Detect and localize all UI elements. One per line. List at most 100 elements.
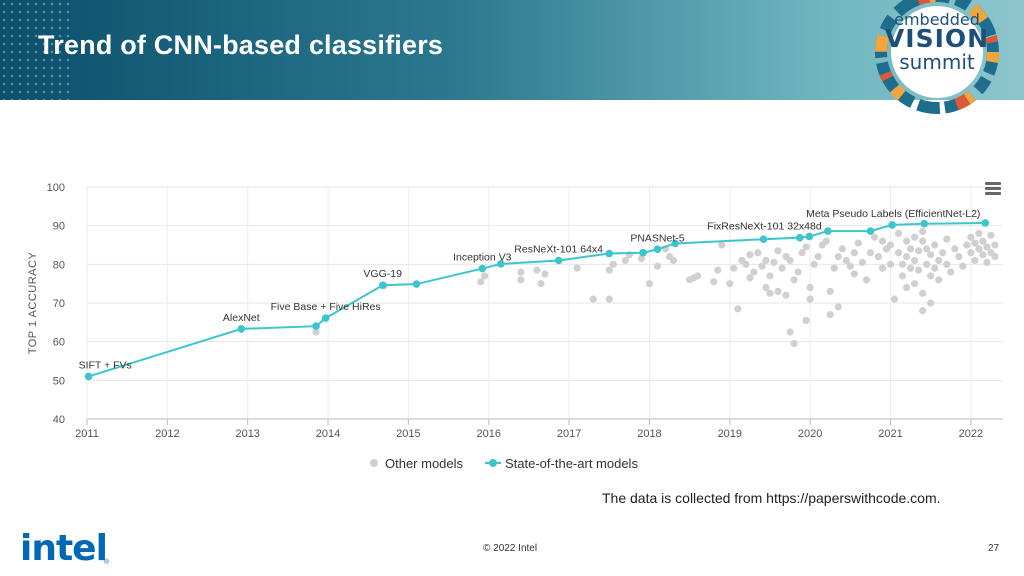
other-model-point [669, 256, 678, 265]
other-model-point [935, 276, 943, 284]
x-tick-label: 2015 [396, 428, 420, 440]
y-tick-label: 80 [53, 259, 65, 271]
other-model-point [645, 280, 654, 288]
other-model-point [886, 241, 895, 249]
chart-legend[interactable]: Other models State-of-the-art models [370, 456, 638, 471]
other-model-point [923, 245, 931, 253]
other-model-point [798, 249, 806, 257]
other-model-point [746, 251, 754, 259]
other-model-point [621, 256, 629, 265]
other-model-point [766, 272, 774, 280]
x-tick-label: 2018 [637, 428, 661, 440]
other-model-point [774, 247, 782, 255]
other-model-point [915, 266, 923, 274]
other-model-point [846, 262, 854, 270]
other-model-point [890, 295, 899, 303]
x-tick-label: 2022 [959, 428, 983, 440]
sota-point [888, 221, 896, 229]
other-model-point [517, 268, 525, 276]
header-banner: Trend of CNN-based classifiers [0, 0, 1024, 100]
other-model-point [902, 237, 911, 245]
y-tick-label: 90 [53, 221, 65, 233]
sota-point [653, 245, 662, 254]
other-model-point [718, 241, 726, 249]
logo-word-3: summit [899, 50, 975, 74]
other-model-point [931, 264, 939, 272]
legend-label-sota[interactable]: State-of-the-art models [505, 456, 638, 471]
other-model-point [915, 247, 923, 255]
other-model-point [790, 276, 798, 284]
y-tick-label: 50 [53, 375, 65, 387]
other-model-point [911, 280, 919, 288]
logo-ring-accent [875, 0, 999, 114]
legend-label-other[interactable]: Other models [385, 456, 464, 471]
sota-point [866, 227, 875, 235]
other-model-point [312, 328, 320, 336]
other-model-point [517, 276, 525, 284]
other-model-point [802, 243, 810, 251]
x-tick-label: 2016 [477, 428, 501, 440]
other-model-point [854, 239, 862, 247]
legend-marker-other[interactable] [370, 459, 378, 467]
other-model-point [842, 256, 850, 265]
other-model-point [866, 249, 875, 257]
sota-point [920, 219, 929, 228]
other-model-point [967, 249, 975, 257]
other-model-point [694, 272, 702, 280]
other-model-point [979, 251, 987, 259]
other-model-point [979, 237, 987, 245]
other-model-point [537, 280, 545, 288]
embedded-vision-summit-logo: embedded VISION summit [862, 0, 1012, 122]
other-model-point [935, 256, 943, 265]
annotation-label: AlexNet [223, 312, 260, 324]
intel-trademark-icon: ® [104, 559, 110, 566]
sota-point [312, 322, 320, 331]
other-model-point [758, 262, 766, 270]
chart-annotations: SIFT + FVs AlexNet Five Base + Five HiRes V… [79, 208, 981, 372]
other-model-point [955, 253, 963, 261]
sota-point [759, 235, 768, 243]
other-model-point [987, 231, 995, 239]
chart-menu-icon[interactable] [985, 182, 1001, 196]
other-model-point [750, 268, 758, 276]
y-tick-label: 40 [53, 414, 65, 426]
other-model-point [826, 311, 834, 319]
legend-marker-sota[interactable] [489, 459, 497, 467]
other-model-point [991, 241, 999, 249]
other-model-point [541, 270, 549, 278]
other-model-point [481, 272, 489, 280]
other-model-point [609, 260, 617, 268]
sota-point [554, 256, 563, 265]
sota-point [605, 249, 614, 258]
other-model-point [826, 287, 834, 295]
y-tick-label: 70 [53, 298, 65, 310]
sota-series [84, 219, 990, 381]
other-model-point [605, 295, 613, 303]
other-model-point [902, 253, 911, 261]
x-tick-label: 2012 [155, 428, 179, 440]
other-model-point [947, 268, 955, 276]
other-model-point [983, 258, 991, 266]
sota-point [824, 227, 832, 235]
other-model-point [878, 237, 887, 245]
other-model-point [923, 260, 931, 268]
sota-point [805, 232, 814, 241]
chart-grid [86, 186, 1003, 420]
other-model-point [927, 251, 935, 259]
other-model-point [746, 274, 754, 282]
other-model-point [850, 270, 858, 278]
other-model-point [573, 264, 581, 272]
source-note: The data is collected from https://paper… [602, 490, 941, 506]
other-model-point [770, 258, 778, 266]
dot-pattern [0, 0, 70, 100]
other-model-point [834, 303, 842, 311]
other-model-point [919, 289, 927, 297]
x-tick-label: 2013 [235, 428, 259, 440]
other-model-point [786, 256, 794, 265]
annotation-label: FixResNeXt-101 32x48d [707, 221, 822, 233]
other-model-point [730, 264, 738, 272]
other-model-point [637, 254, 646, 263]
sota-point [795, 233, 804, 242]
other-model-point [963, 241, 971, 249]
